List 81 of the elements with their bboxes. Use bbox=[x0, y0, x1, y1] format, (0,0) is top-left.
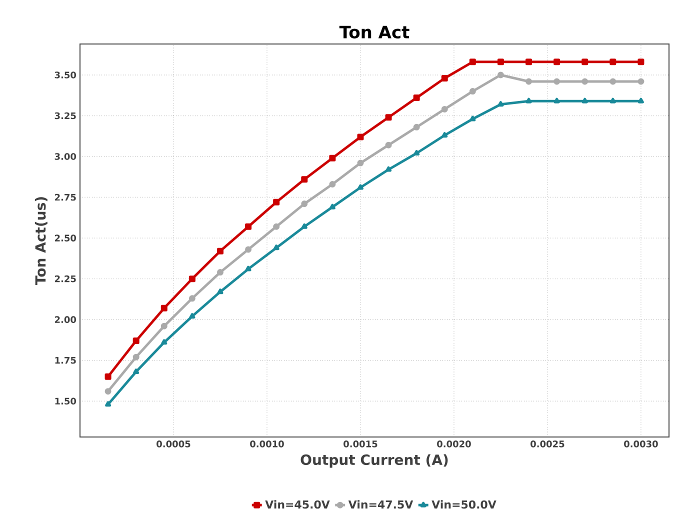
point bbox=[216, 269, 224, 276]
y-tick-label: 2.50 bbox=[54, 234, 76, 242]
point bbox=[582, 78, 588, 85]
point bbox=[497, 72, 504, 78]
point bbox=[413, 94, 420, 102]
point bbox=[470, 116, 476, 122]
x-axis-title: Output Current (A) bbox=[300, 454, 448, 468]
point bbox=[385, 114, 392, 121]
point bbox=[329, 154, 336, 162]
point bbox=[301, 223, 308, 229]
x-tick-label: 0.0020 bbox=[437, 440, 471, 448]
y-tick-label: 3.25 bbox=[54, 112, 76, 120]
y-tick-label: 1.75 bbox=[55, 357, 76, 364]
point bbox=[301, 176, 308, 183]
point bbox=[329, 180, 336, 188]
point bbox=[469, 88, 476, 95]
point bbox=[273, 223, 280, 230]
point bbox=[133, 368, 140, 374]
point bbox=[301, 200, 308, 208]
point bbox=[216, 248, 224, 254]
point bbox=[357, 134, 364, 140]
point bbox=[498, 101, 504, 107]
point bbox=[610, 78, 616, 85]
point bbox=[554, 58, 560, 66]
point bbox=[245, 223, 252, 230]
point bbox=[160, 322, 168, 330]
point bbox=[442, 132, 448, 138]
point bbox=[273, 198, 280, 206]
point bbox=[385, 142, 392, 148]
point bbox=[245, 246, 252, 253]
legend-label: Vin=47.5V bbox=[348, 500, 414, 509]
point bbox=[413, 124, 420, 130]
chart-title: Ton Act bbox=[339, 26, 410, 38]
point bbox=[188, 276, 196, 282]
point bbox=[554, 98, 560, 104]
legend-label: Vin=50.0V bbox=[432, 500, 496, 509]
x-tick-label: 0.0030 bbox=[624, 440, 658, 448]
x-tick-label: 0.0005 bbox=[156, 440, 190, 448]
point bbox=[217, 288, 224, 294]
point bbox=[329, 204, 336, 210]
point bbox=[189, 313, 196, 319]
x-tick-label: 0.0025 bbox=[530, 440, 564, 448]
point bbox=[105, 401, 112, 407]
point bbox=[161, 339, 168, 345]
y-tick-label: 2.00 bbox=[54, 316, 76, 323]
legend-label: Vin=45.0V bbox=[265, 500, 330, 509]
y-tick-label: 2.75 bbox=[54, 194, 76, 201]
point bbox=[610, 98, 616, 104]
point bbox=[357, 160, 364, 166]
x-tick-label: 0.0015 bbox=[344, 440, 378, 448]
point bbox=[441, 106, 448, 112]
y-tick-label: 3.50 bbox=[54, 72, 76, 78]
y-tick-label: 2.25 bbox=[54, 275, 76, 282]
point bbox=[497, 58, 504, 66]
point bbox=[582, 58, 588, 66]
y-tick-label: 3.00 bbox=[54, 153, 76, 160]
point bbox=[638, 58, 644, 66]
point bbox=[160, 304, 168, 312]
y-axis-title: Ton Act(us) bbox=[34, 197, 48, 285]
point bbox=[273, 244, 280, 250]
point bbox=[582, 98, 588, 104]
point bbox=[638, 98, 644, 104]
point bbox=[441, 74, 448, 82]
point bbox=[414, 150, 420, 156]
point bbox=[554, 78, 560, 85]
point bbox=[132, 338, 140, 344]
point bbox=[469, 58, 476, 66]
point bbox=[526, 78, 532, 85]
point bbox=[132, 354, 140, 360]
point bbox=[104, 373, 112, 380]
point bbox=[188, 295, 196, 302]
point bbox=[526, 58, 532, 66]
point bbox=[638, 78, 644, 85]
point bbox=[386, 166, 392, 172]
point bbox=[357, 184, 364, 190]
y-tick-label: 1.50 bbox=[55, 398, 76, 405]
point bbox=[245, 266, 252, 272]
x-tick-label: 0.0010 bbox=[250, 440, 284, 448]
point bbox=[610, 58, 616, 66]
point bbox=[526, 98, 532, 104]
point bbox=[104, 388, 112, 395]
